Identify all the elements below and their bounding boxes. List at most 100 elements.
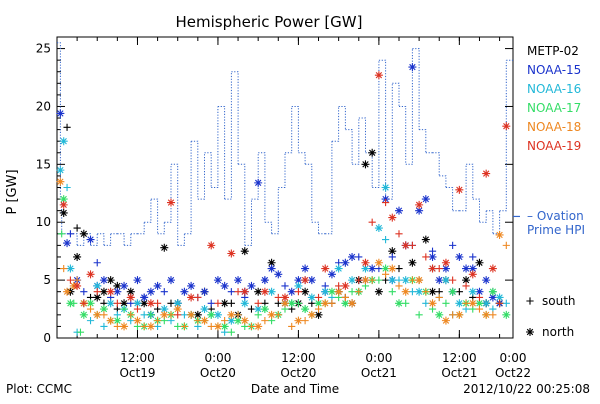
north-marker [455,252,464,261]
south-marker [100,322,108,331]
north-marker [374,287,383,296]
south-marker [368,276,376,284]
x-tick-time-label: 0:00 [204,351,231,365]
north-marker [79,310,88,319]
north-marker [86,270,95,279]
north-marker [146,299,155,308]
north-marker [207,241,216,250]
north-marker [482,299,491,308]
south-marker [288,322,296,331]
north-marker [374,258,383,267]
south-marker [422,288,430,296]
north-marker [488,264,497,273]
north-marker [348,299,357,308]
x-tick-date-label: Oct19 [119,366,155,380]
south-marker [63,123,71,131]
north-marker [160,305,169,314]
south-marker [294,288,303,296]
south-marker [153,299,162,307]
north-marker [468,270,477,279]
south-marker [355,253,363,261]
north-marker [240,299,249,308]
south-marker [234,311,242,319]
north-marker [294,281,303,290]
north-marker [133,316,142,325]
north-marker [200,305,209,314]
south-marker [113,299,121,307]
north-marker [455,299,464,308]
north-marker [106,299,115,308]
north-marker [348,252,357,261]
north-marker [99,305,108,314]
north-marker [220,281,229,290]
north-marker [462,276,471,285]
north-marker [213,322,222,331]
north-marker [220,299,229,308]
north-marker [428,264,437,273]
y-axis-label: P [GW] [5,169,20,214]
legend-marker-label: north [542,325,574,339]
south-marker [462,299,470,307]
y-tick-label: 5 [43,273,51,287]
south-marker [395,264,403,273]
north-marker [153,281,162,290]
north-marker [99,276,108,285]
south-marker [475,293,484,302]
north-marker [213,276,222,285]
north-marker [321,299,330,308]
north-marker [99,287,108,296]
north-marker [314,299,323,308]
north-marker [106,287,115,296]
north-marker [240,247,249,256]
north-marker [227,249,236,258]
legend-entry: NOAA-19 [527,139,581,153]
north-marker [93,293,102,302]
north-marker [167,276,175,285]
north-marker [374,224,383,233]
north-marker [301,264,310,273]
north-marker [408,63,417,72]
south-marker [355,276,363,284]
legend-entry: NOAA-17 [527,101,581,115]
north-marker [260,305,269,314]
south-marker [80,299,88,307]
x-tick-date-label: Oct22 [495,366,531,380]
north-marker [475,299,484,308]
north-marker [388,264,397,273]
north-marker [254,322,263,331]
north-marker [307,293,316,302]
south-marker [274,311,282,319]
north-marker [341,258,350,267]
north-marker [294,276,303,285]
north-marker [401,241,410,250]
north-marker [207,310,216,319]
south-marker [247,322,256,331]
north-marker [59,195,68,204]
north-marker [321,264,330,273]
north-marker [361,276,370,285]
north-marker [260,287,269,296]
south-marker [314,293,323,302]
north-marker [435,276,444,285]
south-marker [247,305,256,313]
south-marker [388,288,396,296]
south-marker [462,282,470,290]
north-marker [66,264,75,273]
south-marker [194,293,202,302]
south-marker [301,317,309,325]
south-marker [402,299,410,307]
north-marker [388,213,397,222]
north-marker [120,322,129,331]
north-marker [234,276,243,285]
north-marker [361,258,370,267]
north-marker [441,264,450,273]
south-marker [449,276,457,284]
y-tick-label: 25 [36,42,51,56]
south-marker [180,322,189,331]
north-marker [86,299,95,308]
ovation-label-line2: Prime HPI [527,223,585,237]
south-marker [395,230,403,238]
x-tick-time-label: 12:00 [120,351,155,365]
north-marker [495,293,504,302]
north-marker [274,270,283,279]
